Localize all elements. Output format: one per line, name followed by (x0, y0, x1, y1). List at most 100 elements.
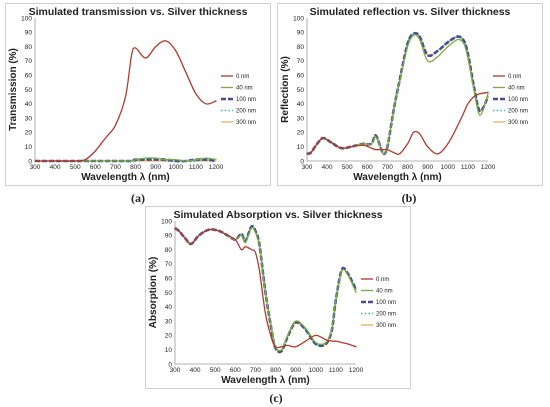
series-line-200nm (306, 32, 489, 155)
y-tick-label: 70 (297, 58, 305, 65)
x-tick-label: 1200 (209, 164, 224, 171)
y-tick-label: 30 (25, 115, 33, 122)
chart-panel-reflection: Simulated reflection vs. Silver thicknes… (277, 3, 543, 186)
x-tick-label: 1100 (329, 367, 343, 374)
legend-label-300nm: 300 nm (236, 120, 256, 126)
x-tick-label: 700 (110, 164, 121, 171)
x-tick-label: 1100 (461, 164, 475, 171)
y-tick-label: 100 (21, 15, 32, 22)
y-tick-label: 10 (297, 144, 305, 151)
y-tick-label: 50 (297, 87, 305, 94)
chart-title: Simulated reflection vs. Silver thicknes… (310, 6, 511, 18)
y-tick-label: 0 (168, 361, 172, 368)
x-tick-label: 700 (250, 367, 261, 374)
caption-c: (c) (269, 391, 283, 405)
chart-reflection: Simulated reflection vs. Silver thicknes… (280, 6, 528, 183)
y-tick-label: 20 (165, 333, 173, 340)
x-tick-label: 900 (150, 164, 161, 171)
y-tick-label: 70 (25, 58, 33, 65)
legend-label-40nm: 40 nm (376, 289, 393, 295)
x-tick-label: 1000 (309, 367, 324, 374)
y-tick-label: 80 (297, 44, 305, 51)
chart-panel-transmission: Simulated transmission vs. Silver thickn… (5, 3, 271, 186)
y-tick-label: 100 (161, 218, 172, 225)
x-tick-label: 1200 (349, 367, 364, 374)
legend-label-0nm: 0 nm (508, 74, 521, 80)
x-tick-label: 700 (382, 164, 393, 171)
x-tick-label: 1100 (189, 164, 203, 171)
y-tick-label: 30 (165, 318, 173, 325)
y-tick-label: 90 (297, 30, 305, 37)
y-tick-label: 20 (25, 130, 33, 137)
y-tick-label: 10 (25, 144, 33, 151)
series-line-0nm (174, 227, 357, 349)
legend-label-300nm: 300 nm (376, 323, 396, 329)
y-tick-label: 70 (165, 261, 173, 268)
x-axis-label: Wavelength λ (nm) (221, 375, 310, 386)
x-tick-label: 800 (270, 367, 281, 374)
x-tick-label: 400 (50, 164, 61, 171)
y-tick-label: 20 (297, 130, 305, 137)
y-tick-label: 40 (297, 101, 305, 108)
y-tick-label: 0 (28, 158, 32, 165)
x-axis-label: Wavelength λ (nm) (353, 172, 442, 183)
chart-absorption: Simulated Absorption vs. Silver thicknes… (148, 209, 396, 386)
y-tick-label: 50 (25, 87, 33, 94)
caption-a: (a) (131, 191, 145, 205)
x-tick-label: 800 (402, 164, 413, 171)
legend-label-100nm: 100 nm (508, 97, 528, 103)
series-line-40nm (306, 34, 489, 155)
y-tick-label: 80 (25, 44, 33, 51)
x-tick-label: 1000 (441, 164, 456, 171)
legend-label-40nm: 40 nm (508, 86, 525, 92)
x-tick-label: 800 (130, 164, 141, 171)
y-tick-label: 100 (293, 15, 304, 22)
series-line-0nm (306, 91, 489, 155)
x-tick-label: 300 (170, 367, 181, 374)
legend-label-40nm: 40 nm (236, 86, 253, 92)
y-tick-label: 90 (165, 233, 173, 240)
series-line-40nm (34, 157, 217, 162)
x-tick-label: 300 (30, 164, 41, 171)
legend-label-200nm: 200 nm (376, 312, 396, 318)
chart-title: Simulated Absorption vs. Silver thicknes… (173, 209, 382, 221)
caption-b: (b) (401, 191, 417, 205)
x-tick-label: 900 (422, 164, 433, 171)
y-tick-label: 80 (165, 247, 173, 254)
y-tick-label: 60 (25, 73, 33, 80)
y-axis-label: Reflection (%) (280, 56, 291, 123)
legend-label-200nm: 200 nm (236, 109, 256, 115)
x-tick-label: 300 (302, 164, 313, 171)
chart-transmission: Simulated transmission vs. Silver thickn… (8, 6, 256, 183)
legend-label-200nm: 200 nm (508, 109, 528, 115)
y-tick-label: 50 (165, 290, 173, 297)
series-line-0nm (34, 40, 217, 162)
x-tick-label: 600 (90, 164, 101, 171)
x-tick-label: 1200 (481, 164, 496, 171)
y-tick-label: 0 (300, 158, 304, 165)
y-tick-label: 30 (297, 115, 305, 122)
legend-label-100nm: 100 nm (236, 97, 256, 103)
x-tick-label: 500 (342, 164, 353, 171)
x-tick-label: 500 (70, 164, 81, 171)
x-tick-label: 1000 (169, 164, 184, 171)
x-tick-label: 600 (362, 164, 373, 171)
legend-label-0nm: 0 nm (376, 277, 389, 283)
x-tick-label: 600 (230, 367, 241, 374)
legend-label-100nm: 100 nm (376, 300, 396, 306)
x-axis-label: Wavelength λ (nm) (81, 172, 170, 183)
x-tick-label: 900 (290, 367, 301, 374)
y-tick-label: 10 (165, 347, 173, 354)
y-tick-label: 40 (165, 304, 173, 311)
x-tick-label: 400 (190, 367, 201, 374)
y-tick-label: 90 (25, 30, 33, 37)
y-tick-label: 60 (297, 73, 305, 80)
series-line-40nm (174, 227, 357, 352)
legend-label-0nm: 0 nm (236, 74, 249, 80)
y-tick-label: 60 (165, 276, 173, 283)
x-tick-label: 400 (322, 164, 333, 171)
y-axis-label: Absorption (%) (148, 257, 159, 329)
y-axis-label: Transmission (%) (8, 48, 19, 131)
chart-panel-absorption: Simulated Absorption vs. Silver thicknes… (145, 206, 411, 389)
y-tick-label: 40 (25, 101, 33, 108)
